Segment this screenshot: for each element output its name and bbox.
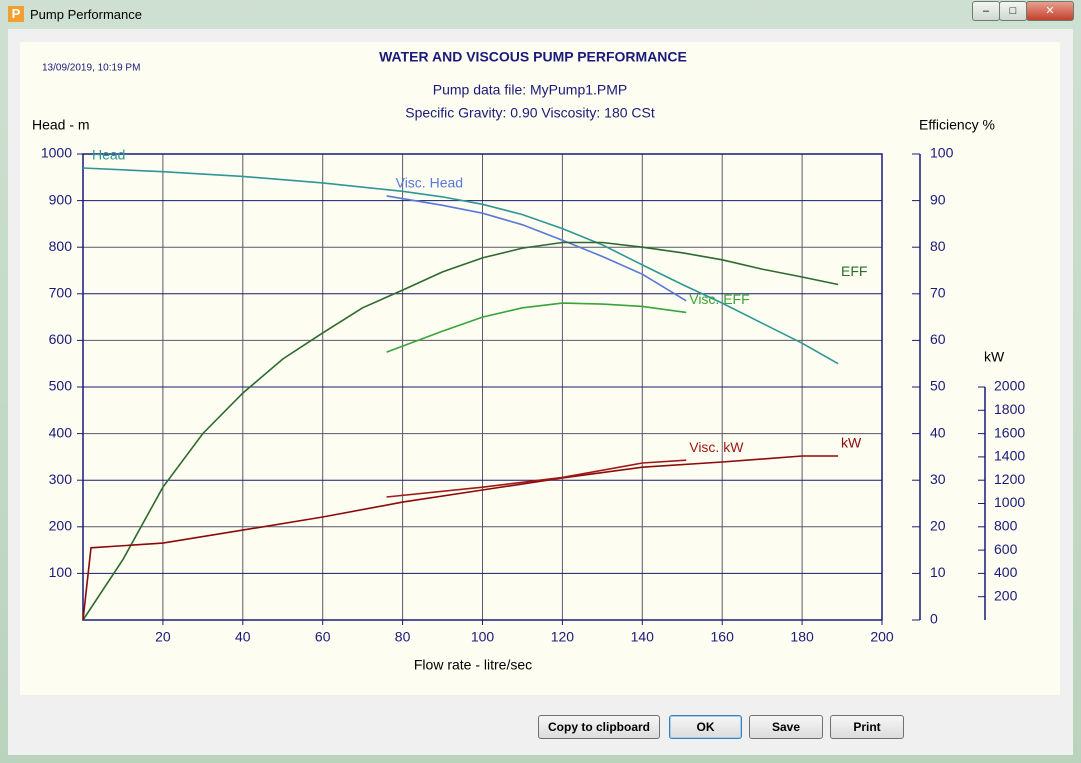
y2-tick-label: 50 <box>930 378 946 394</box>
minimize-button[interactable]: – <box>972 1 1000 21</box>
y2-tick-label: 40 <box>930 424 946 440</box>
y3-tick-label: 200 <box>994 587 1018 603</box>
x-tick-label: 20 <box>155 629 171 645</box>
y3-tick-label: 600 <box>994 541 1018 557</box>
close-button[interactable]: ✕ <box>1026 1 1074 21</box>
y-tick-label: 1000 <box>41 145 72 161</box>
y-axis-label: Head - m <box>32 117 90 133</box>
y3-tick-label: 1600 <box>994 424 1025 440</box>
y3-tick-label: 1400 <box>994 448 1025 464</box>
y-tick-label: 800 <box>49 238 73 254</box>
series-label: Head <box>92 147 125 163</box>
y2-tick-label: 30 <box>930 471 946 487</box>
y2-tick-label: 20 <box>930 518 946 534</box>
y2-tick-label: 90 <box>930 191 946 207</box>
y2-tick-label: 0 <box>930 611 938 627</box>
window-title: Pump Performance <box>30 7 142 22</box>
series-line <box>82 167 839 365</box>
y3-tick-label: 2000 <box>994 378 1025 394</box>
y2-tick-label: 80 <box>930 238 946 254</box>
x-tick-label: 80 <box>395 629 411 645</box>
y3-axis-label: kW <box>984 349 1005 365</box>
x-axis-label: Flow rate - litre/sec <box>414 657 532 673</box>
series-line <box>386 302 687 353</box>
series-label: kW <box>841 435 862 451</box>
series-line <box>82 241 839 621</box>
x-tick-label: 40 <box>235 629 251 645</box>
y3-tick-label: 400 <box>994 564 1018 580</box>
y-tick-label: 300 <box>49 471 73 487</box>
series-label: EFF <box>841 263 867 279</box>
chart: 13/09/2019, 10:19 PM WATER AND VISCOUS P… <box>20 42 1060 695</box>
y-tick-label: 400 <box>49 424 73 440</box>
y2-axis-label: Efficiency % <box>919 117 995 133</box>
y-tick-label: 700 <box>49 285 73 301</box>
chart-background <box>20 42 1060 695</box>
series-label: Visc. EFF <box>689 291 749 307</box>
app-icon: P <box>8 6 24 22</box>
ok-button[interactable]: OK <box>669 715 742 739</box>
x-tick-label: 160 <box>711 629 735 645</box>
y-tick-label: 500 <box>49 378 73 394</box>
y-tick-label: 900 <box>49 191 73 207</box>
series-label: Visc. Head <box>396 175 463 191</box>
y2-tick-label: 100 <box>930 145 954 161</box>
subtitle: Specific Gravity: 0.90 Viscosity: 180 CS… <box>405 105 655 121</box>
chart-title: WATER AND VISCOUS PUMP PERFORMANCE <box>379 49 687 65</box>
print-button[interactable]: Print <box>830 715 904 739</box>
series-label: Visc. kW <box>689 439 744 455</box>
y3-tick-label: 1800 <box>994 401 1025 417</box>
y-tick-label: 200 <box>49 518 73 534</box>
x-tick-label: 200 <box>870 629 894 645</box>
x-tick-label: 120 <box>551 629 575 645</box>
x-tick-label: 140 <box>631 629 655 645</box>
subtitle: Pump data file: MyPump1.PMP <box>433 82 628 98</box>
x-tick-label: 60 <box>315 629 331 645</box>
y-tick-label: 600 <box>49 331 73 347</box>
y-tick-label: 100 <box>49 564 73 580</box>
y2-tick-label: 60 <box>930 331 946 347</box>
series-line <box>386 195 687 302</box>
timestamp: 13/09/2019, 10:19 PM <box>42 63 140 74</box>
save-button[interactable]: Save <box>749 715 823 739</box>
x-tick-label: 100 <box>471 629 495 645</box>
series-line <box>386 459 687 498</box>
y3-tick-label: 1000 <box>994 494 1025 510</box>
series-line <box>82 455 839 621</box>
y3-tick-label: 1200 <box>994 471 1025 487</box>
title-bar: P Pump Performance – □ ✕ <box>0 0 1081 28</box>
copy-button[interactable]: Copy to clipboard <box>538 715 660 739</box>
x-tick-label: 180 <box>790 629 814 645</box>
y2-tick-label: 70 <box>930 285 946 301</box>
y2-tick-label: 10 <box>930 564 946 580</box>
y3-tick-label: 800 <box>994 518 1018 534</box>
maximize-button[interactable]: □ <box>999 1 1027 21</box>
